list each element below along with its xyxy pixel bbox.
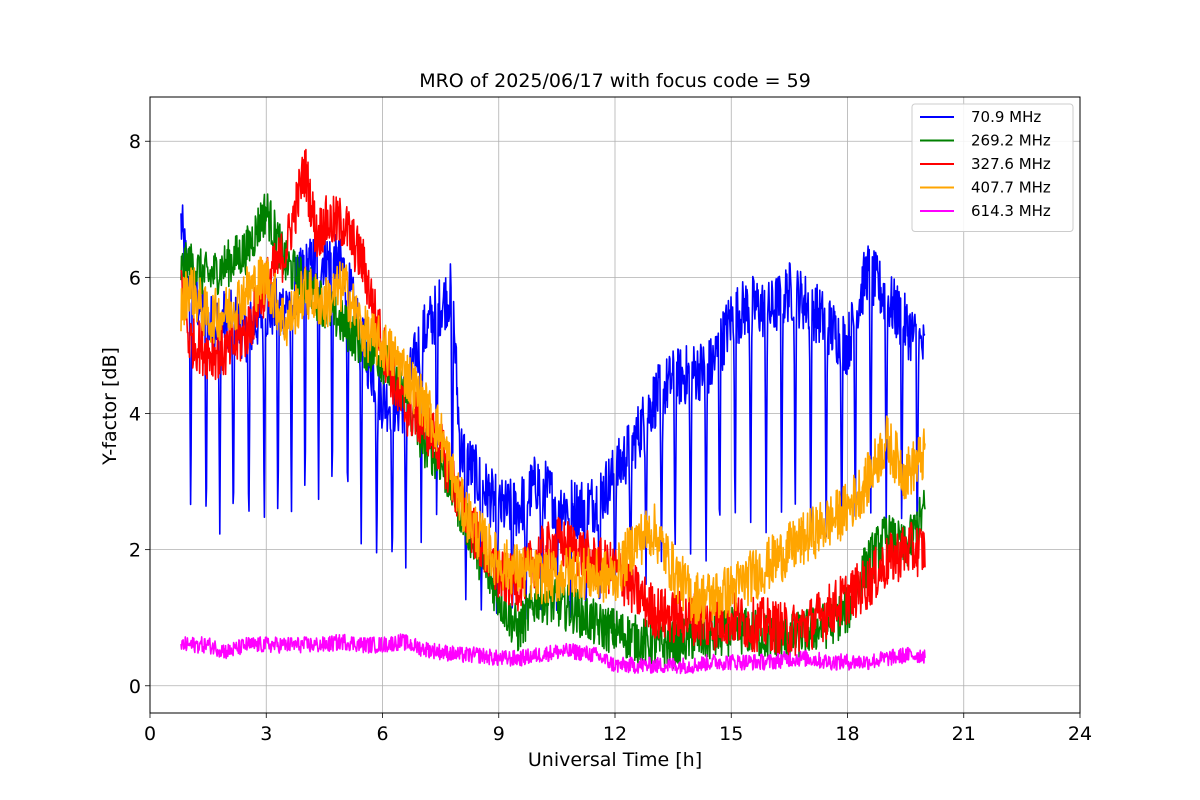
- y-tick-label: 4: [129, 404, 141, 426]
- series-line: [180, 256, 926, 625]
- legend-box: [911, 103, 1074, 232]
- x-tick-label: 15: [719, 723, 743, 745]
- y-tick-label: 6: [129, 267, 141, 289]
- x-tick-label: 18: [835, 723, 859, 745]
- legend-label: 407.7 MHz: [971, 179, 1051, 197]
- series-line: [180, 204, 926, 625]
- y-tick-label: 8: [129, 131, 141, 153]
- chart-title: MRO of 2025/06/17 with focus code = 59: [419, 70, 811, 92]
- legend: 70.9 MHz 269.2 MHz 327.6 MHz 407.7 MHz 614.3…: [911, 103, 1074, 232]
- series-line: [180, 633, 926, 675]
- y-axis-label: Y-factor [dB]: [99, 347, 121, 466]
- legend-label: 614.3 MHz: [971, 202, 1051, 220]
- x-tick-label: 9: [493, 723, 505, 745]
- x-axis-label: Universal Time [h]: [528, 749, 702, 771]
- y-tick-label: 0: [129, 676, 141, 698]
- x-tick-label: 0: [144, 723, 156, 745]
- x-tick-label: 12: [603, 723, 627, 745]
- y-tick-label: 2: [129, 540, 141, 562]
- series-layer: [180, 148, 926, 675]
- legend-label: 269.2 MHz: [971, 132, 1051, 150]
- x-tick-label: 6: [376, 723, 388, 745]
- legend-label: 70.9 MHz: [971, 108, 1041, 126]
- x-tick-label: 3: [260, 723, 272, 745]
- x-tick-label: 21: [952, 723, 976, 745]
- x-tick-label: 24: [1068, 723, 1092, 745]
- legend-label: 327.6 MHz: [971, 155, 1051, 173]
